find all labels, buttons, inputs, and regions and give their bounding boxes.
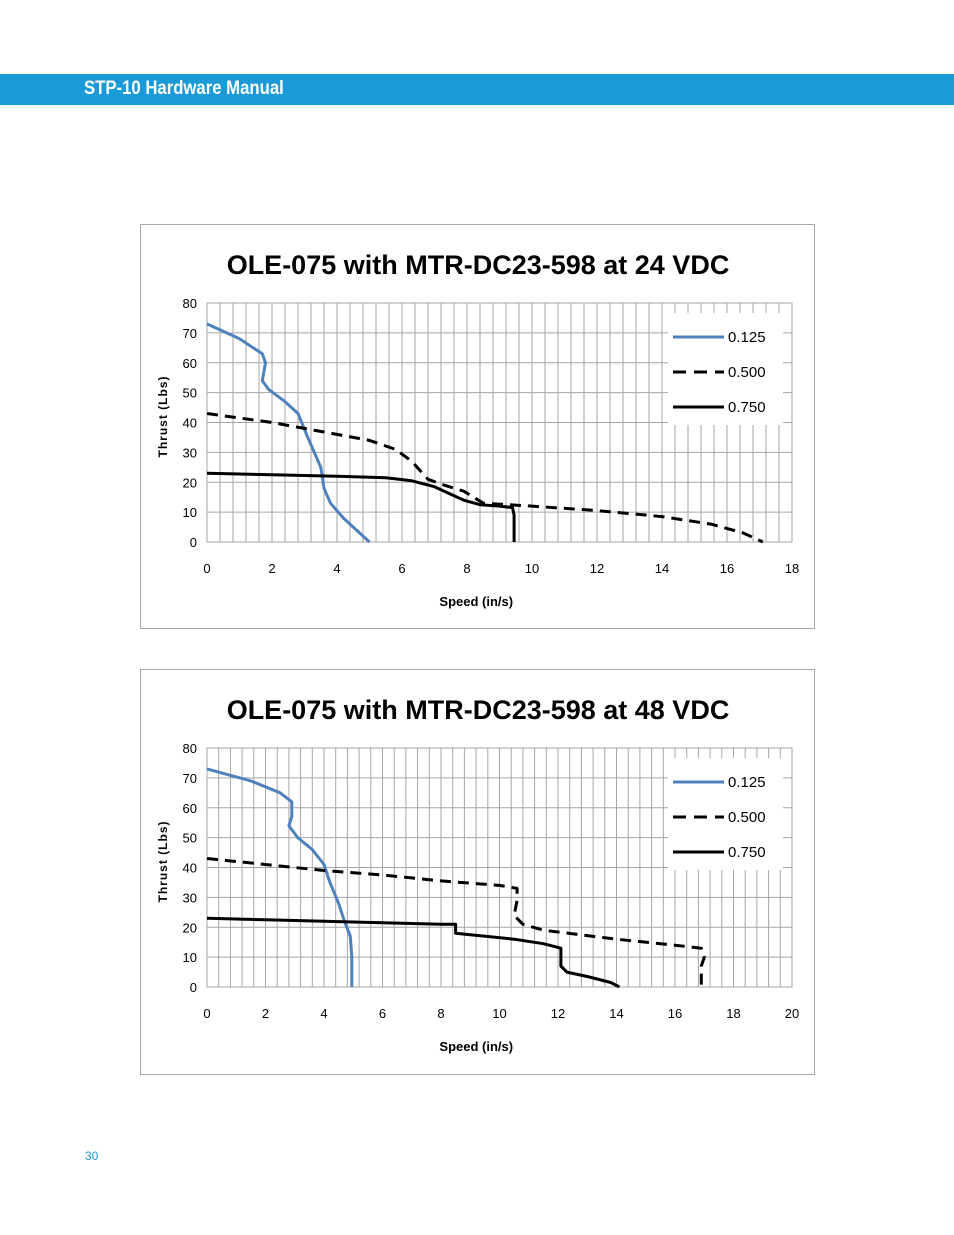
legend-label: 0.125 (728, 329, 766, 346)
y-axis-label: Thrust (Lbs) (156, 376, 170, 458)
x-tick-label: 0 (203, 1006, 210, 1021)
y-tick-label: 70 (183, 326, 197, 341)
series-line-0-750 (206, 471, 516, 542)
x-tick-label: 16 (720, 561, 734, 576)
x-tick-label: 6 (398, 561, 405, 576)
y-tick-label: 80 (183, 296, 197, 311)
legend-label: 0.500 (728, 364, 766, 381)
chart-24vdc-svg: OLE-075 with MTR-DC23-598 at 24 VDC 0 2 4 6 8… (156, 250, 799, 609)
legend-label: 0.125 (728, 774, 766, 791)
x-tick-label: 0 (203, 561, 210, 576)
legend-label: 0.500 (728, 809, 766, 826)
x-tick-label: 18 (785, 561, 799, 576)
y-tick-label: 20 (183, 475, 197, 490)
legend-label: 0.750 (728, 844, 766, 861)
chart-title: OLE-075 with MTR-DC23-598 at 48 VDC (227, 695, 730, 725)
y-tick-label: 30 (183, 890, 197, 905)
plot-area-border (206, 747, 793, 988)
legend: 0.125 0.500 0.750 (668, 758, 783, 870)
y-tick-label: 50 (183, 386, 197, 401)
y-tick-label: 10 (183, 950, 197, 965)
x-axis-label: Speed (in/s) (439, 594, 513, 609)
y-tick-label: 50 (183, 831, 197, 846)
y-tick-label: 0 (190, 535, 197, 550)
y-tick-label: 10 (183, 505, 197, 520)
chart-24vdc: OLE-075 with MTR-DC23-598 at 24 VDC 0 2 4 6 8… (140, 224, 815, 629)
x-tick-label: 20 (785, 1006, 799, 1021)
x-tick-label: 10 (525, 561, 539, 576)
plot-area-border (206, 302, 793, 543)
x-tick-label: 4 (320, 1006, 327, 1021)
y-tick-label: 80 (183, 741, 197, 756)
y-tick-label: 40 (183, 416, 197, 431)
legend-label: 0.750 (728, 399, 766, 416)
y-tick-label: 60 (183, 801, 197, 816)
y-tick-label: 70 (183, 771, 197, 786)
x-tick-label: 8 (463, 561, 470, 576)
legend: 0.125 0.500 0.750 (668, 313, 783, 425)
chart-48vdc: OLE-075 with MTR-DC23-598 at 48 VDC 0 2 4 6 8… (140, 669, 815, 1075)
series-line-0-125 (206, 767, 354, 987)
chart-title: OLE-075 with MTR-DC23-598 at 24 VDC (227, 250, 730, 280)
series-line-0-500 (206, 857, 706, 987)
y-tick-label: 0 (190, 980, 197, 995)
page-number: 30 (85, 1149, 99, 1163)
x-tick-label: 8 (437, 1006, 444, 1021)
y-tick-label: 30 (183, 445, 197, 460)
x-tick-label: 6 (379, 1006, 386, 1021)
y-tick-label: 40 (183, 861, 197, 876)
x-tick-label: 12 (551, 1006, 565, 1021)
series-line-0-125 (206, 322, 371, 544)
x-tick-label: 2 (262, 1006, 269, 1021)
x-tick-label: 2 (268, 561, 275, 576)
x-tick-label: 10 (492, 1006, 506, 1021)
series-line-0-750 (206, 916, 621, 989)
chart-48vdc-svg: OLE-075 with MTR-DC23-598 at 48 VDC 0 2 4 6 8… (156, 695, 799, 1054)
x-tick-label: 16 (668, 1006, 682, 1021)
page-header-title: STP-10 Hardware Manual (84, 78, 284, 99)
y-tick-label: 60 (183, 356, 197, 371)
y-tick-label: 20 (183, 920, 197, 935)
x-tick-label: 18 (726, 1006, 740, 1021)
y-axis-label: Thrust (Lbs) (156, 821, 170, 903)
x-tick-label: 12 (590, 561, 604, 576)
header-bar: STP-10 Hardware Manual (0, 74, 954, 105)
series-line-0-500 (206, 412, 764, 544)
x-tick-label: 14 (655, 561, 669, 576)
x-tick-label: 4 (333, 561, 340, 576)
x-axis-label: Speed (in/s) (439, 1039, 513, 1054)
x-tick-label: 14 (609, 1006, 623, 1021)
